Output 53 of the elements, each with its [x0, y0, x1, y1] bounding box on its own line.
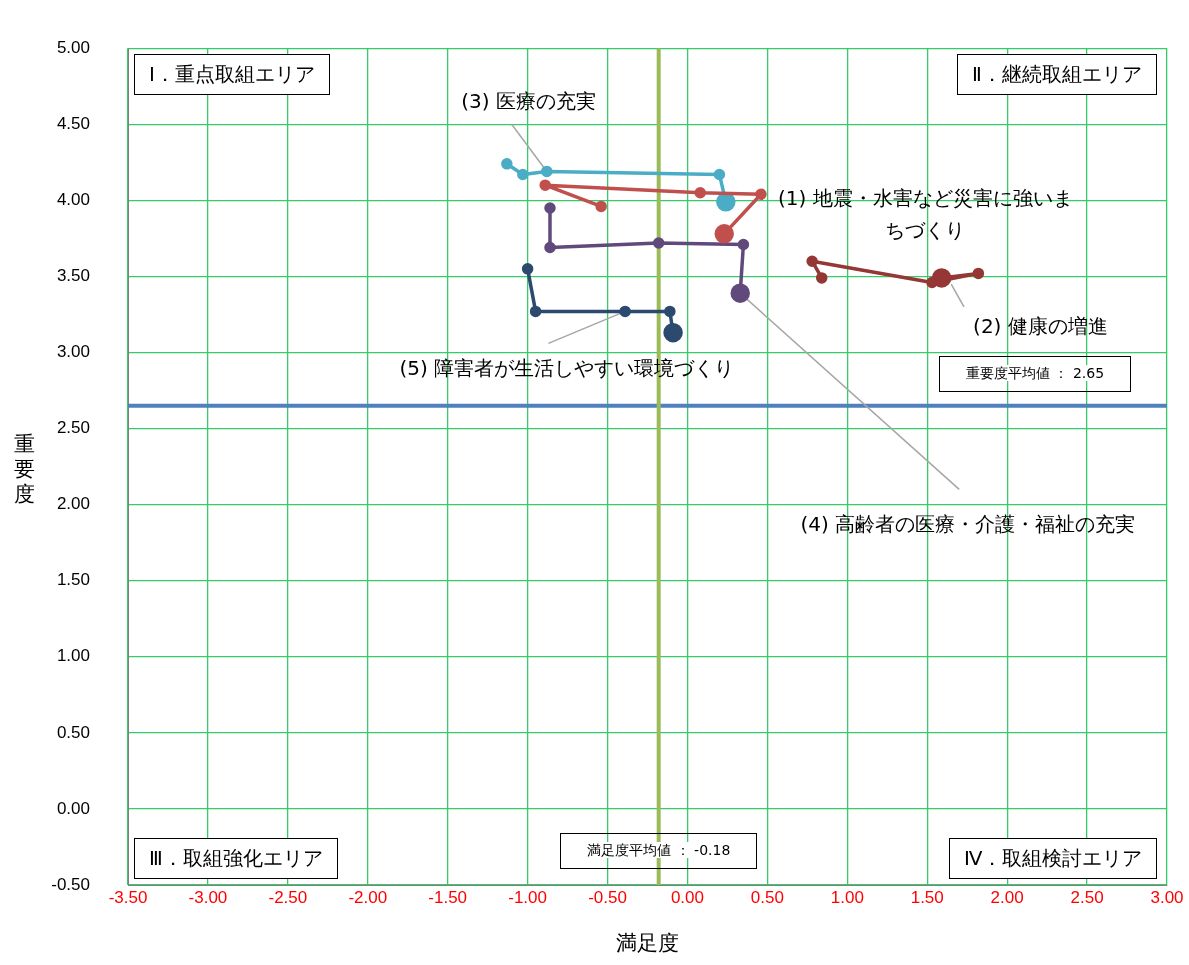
point: [713, 168, 726, 181]
point: [595, 200, 607, 213]
point: [539, 179, 551, 191]
x-tick-label: 0.50: [750, 887, 784, 907]
point: [972, 267, 985, 280]
x-tick-label: -0.50: [588, 887, 627, 907]
annotation: Ⅲ．取組強化エリア: [134, 838, 338, 879]
point: [544, 241, 556, 254]
y-tick-label: 3.00: [56, 342, 90, 362]
point: [619, 305, 631, 318]
y-tick-label: -0.50: [51, 874, 90, 894]
y-tick-label: 1.50: [56, 570, 90, 590]
x-tick-label: -1.00: [508, 887, 547, 907]
point: [517, 168, 529, 181]
y-tick-label: 5.00: [56, 37, 90, 57]
x-tick-label: -3.00: [188, 887, 228, 907]
x-tick-label: -3.50: [108, 887, 148, 907]
x-tick-label: 1.00: [830, 887, 864, 907]
ref-line-label: 重要度平均値 ： 2.65: [966, 364, 1105, 381]
x-tick-label: -2.00: [348, 887, 388, 907]
y-tick-label: 4.00: [56, 190, 90, 210]
x-tick-label: 2.00: [990, 887, 1024, 907]
x-tick-label: -1.50: [428, 887, 468, 907]
point: [541, 165, 553, 178]
y-axis-title: 重要度: [14, 431, 36, 508]
x-tick-label: 0.00: [670, 887, 705, 907]
y-tick-label: 2.00: [56, 494, 90, 514]
point: [694, 186, 706, 199]
ref-line-label: 満足度平均値 ： -0.18: [587, 842, 731, 858]
x-tick-label: -2.50: [268, 887, 308, 907]
x-tick-label: 2.50: [1070, 887, 1104, 907]
y-tick-label: 0.00: [56, 798, 90, 818]
point: [737, 238, 750, 251]
point: [544, 202, 556, 214]
x-axis-title: 満足度: [616, 930, 679, 955]
y-tick-label: 0.50: [56, 722, 90, 742]
y-tick-label: 1.00: [56, 646, 90, 666]
point: [664, 305, 676, 318]
point: [501, 158, 513, 170]
point: [529, 305, 542, 318]
point: [521, 263, 534, 275]
point: [806, 255, 818, 267]
y-tick-label: 4.50: [56, 113, 90, 133]
point: [815, 272, 828, 284]
x-tick-label: 3.00: [1150, 887, 1184, 907]
y-tick-label: 2.50: [56, 418, 90, 438]
point: [755, 188, 767, 201]
annotation: Ⅰ．重点取組エリア: [134, 54, 330, 96]
point: [652, 237, 665, 249]
y-tick-label: 3.50: [56, 266, 90, 286]
annotation: Ⅳ．取組検討エリア: [949, 838, 1158, 879]
annotation: Ⅱ．継続取組エリア: [957, 54, 1157, 96]
x-tick-label: 1.50: [910, 887, 944, 907]
